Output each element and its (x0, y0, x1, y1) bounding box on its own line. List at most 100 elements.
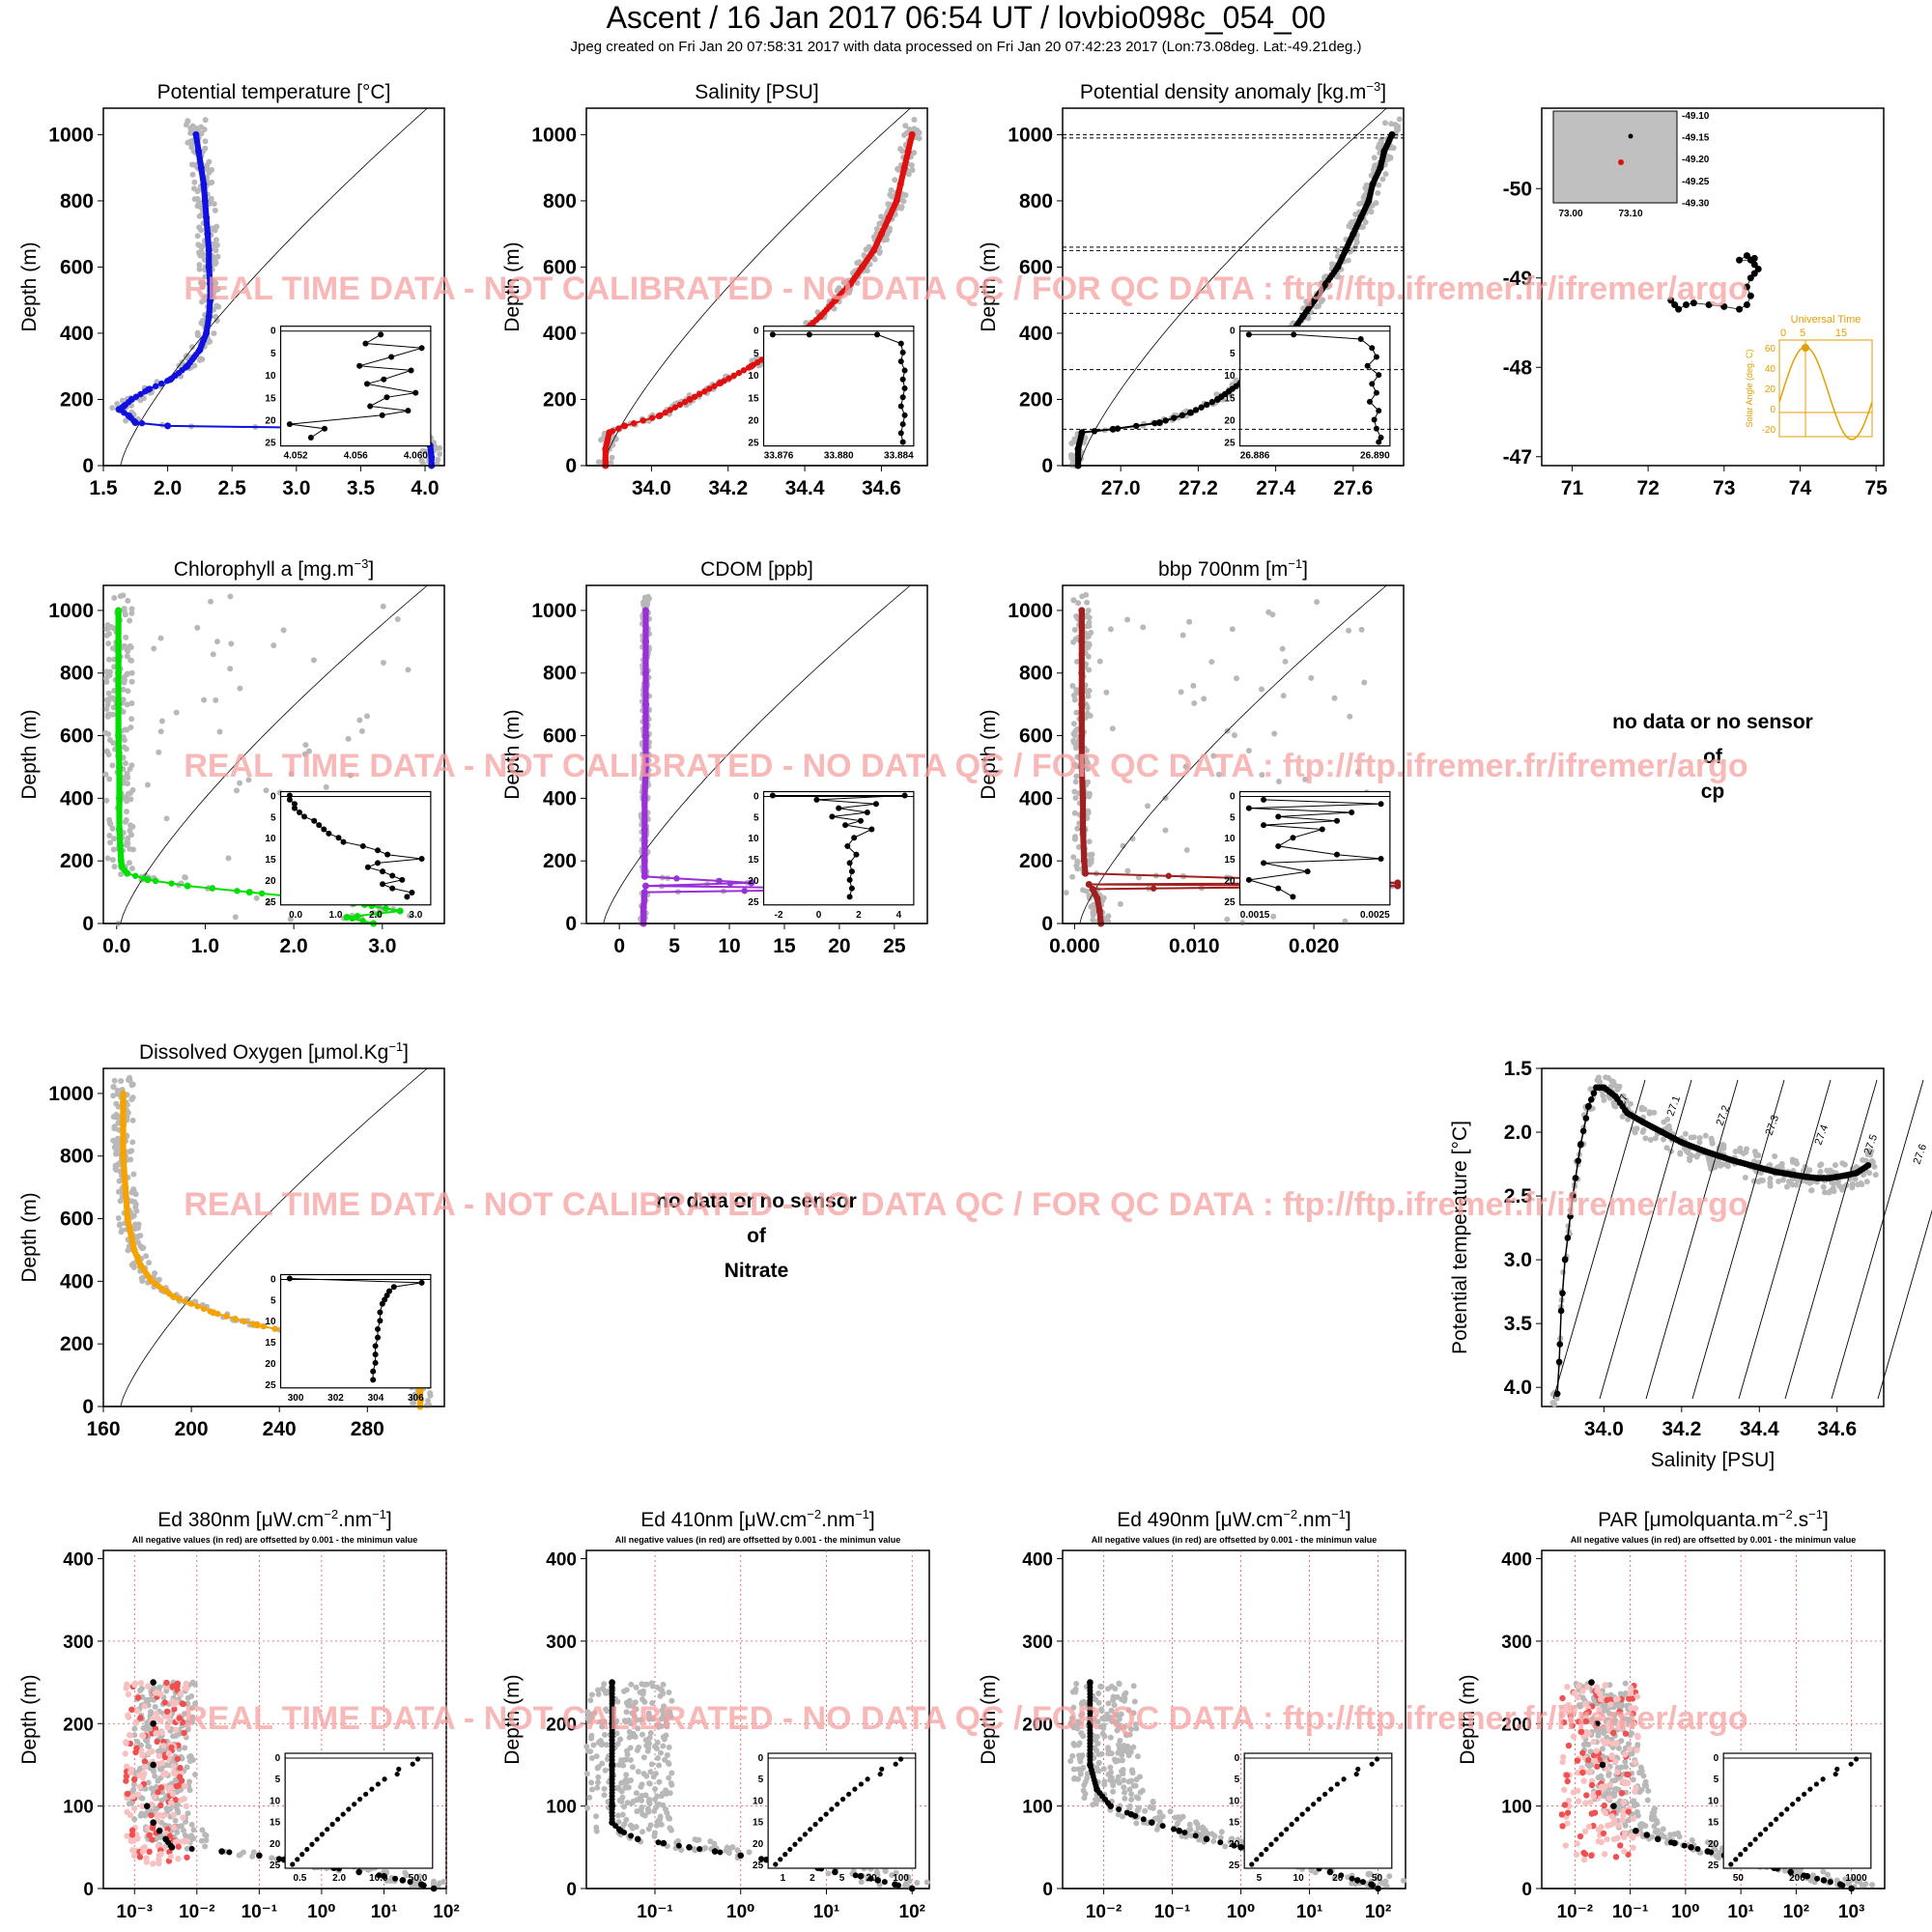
history-point (1090, 917, 1096, 923)
history-point (650, 1774, 657, 1780)
negative-point (177, 1764, 184, 1772)
y-tick-label: 0 (83, 1880, 94, 1900)
history-point (117, 1221, 124, 1228)
panel-title-exponent: −1 (855, 1507, 869, 1521)
inset-y-tick-label: 25 (265, 439, 276, 449)
profile-point (194, 1303, 201, 1310)
history-point (103, 706, 110, 713)
negative-point (158, 1729, 165, 1736)
ts-point (1659, 1128, 1666, 1136)
y-tick-label: 0 (1041, 455, 1053, 477)
history-point (657, 1692, 664, 1699)
history-point (119, 1227, 126, 1234)
history-point (132, 1204, 139, 1210)
history-point (620, 1762, 627, 1769)
profile-point (210, 1309, 217, 1317)
history-point (1363, 182, 1370, 188)
inset-point (899, 349, 906, 355)
profile-point (711, 1848, 719, 1855)
history-point (118, 1078, 125, 1085)
inset-y-tick-label: 15 (748, 393, 759, 404)
history-point (1820, 1183, 1827, 1190)
history-point (125, 790, 131, 797)
inset-y-tick-label: 15 (748, 855, 759, 866)
profile-point (717, 379, 724, 386)
history-point (170, 1733, 177, 1740)
history-point (119, 397, 126, 404)
history-point (213, 639, 220, 645)
history-point (129, 1117, 136, 1123)
profile-point (124, 1215, 131, 1223)
history-point (139, 1795, 146, 1802)
negative-point (132, 1719, 139, 1726)
inset-point (372, 1343, 379, 1350)
y-tick-label: -48 (1503, 356, 1533, 379)
history-point (174, 1806, 181, 1813)
history-point (128, 1198, 135, 1205)
profile-point (675, 1842, 682, 1849)
profile-point (1095, 907, 1103, 915)
inset-y-tick-label: 25 (270, 1861, 281, 1871)
ts-point (1814, 1175, 1821, 1181)
solar-y-tick-label: 60 (1765, 344, 1776, 355)
history-point (211, 330, 217, 337)
history-point (106, 696, 113, 702)
history-point (1109, 725, 1116, 732)
history-point (666, 1761, 672, 1768)
profile-point (609, 1681, 615, 1688)
history-point (210, 651, 216, 658)
inset-point (1366, 398, 1373, 405)
profile-point (1350, 230, 1357, 238)
profile-point (735, 369, 743, 377)
history-point (1841, 1161, 1848, 1168)
inset-y-tick-label: 20 (748, 876, 759, 887)
profile-point (686, 395, 694, 403)
x-tick-label: 0.010 (1169, 935, 1220, 957)
history-point (1661, 1119, 1667, 1125)
profile-point (150, 1819, 156, 1827)
history-point (1793, 1157, 1800, 1164)
negative-point (182, 1782, 188, 1790)
history-point (1070, 692, 1077, 698)
history-point (660, 1681, 667, 1688)
history-point (831, 305, 838, 312)
profile-point (881, 1879, 888, 1886)
negative-point (167, 1853, 175, 1861)
y-tick-label: 400 (543, 787, 577, 810)
history-point (202, 117, 209, 124)
inset-x-tick-label: 33.876 (764, 451, 794, 462)
profile-point (116, 841, 124, 849)
x-tick-label: 34.0 (632, 477, 671, 499)
inset-point (389, 872, 396, 879)
y-tick-label: 1000 (531, 124, 577, 146)
profile-point (197, 164, 205, 172)
inset-point (372, 1359, 379, 1366)
inset-point (848, 868, 855, 875)
history-point (263, 787, 270, 794)
history-point (1849, 1184, 1856, 1191)
profile-point (203, 213, 211, 221)
history-point (105, 690, 112, 696)
history-point (152, 1773, 158, 1779)
history-point (1088, 859, 1094, 866)
history-point (106, 776, 113, 782)
history-point (1071, 810, 1078, 816)
history-point (1086, 667, 1093, 673)
profile-point (170, 1293, 178, 1301)
history-point (1086, 838, 1093, 845)
negative-point (184, 1685, 190, 1692)
history-point (1178, 689, 1184, 696)
reference-curve (603, 107, 911, 467)
history-point (660, 1743, 667, 1749)
history-point (187, 1753, 194, 1760)
y-tick-label: 4.0 (1504, 1377, 1532, 1399)
profile-point (115, 406, 123, 413)
profile-point (635, 1835, 641, 1842)
inset-point (362, 340, 369, 347)
x-tick-label: 72 (1636, 477, 1659, 499)
history-point (345, 735, 352, 742)
negative-point (175, 1855, 182, 1862)
history-point (1269, 611, 1276, 618)
history-point (911, 126, 918, 132)
inset-point (1275, 842, 1282, 849)
